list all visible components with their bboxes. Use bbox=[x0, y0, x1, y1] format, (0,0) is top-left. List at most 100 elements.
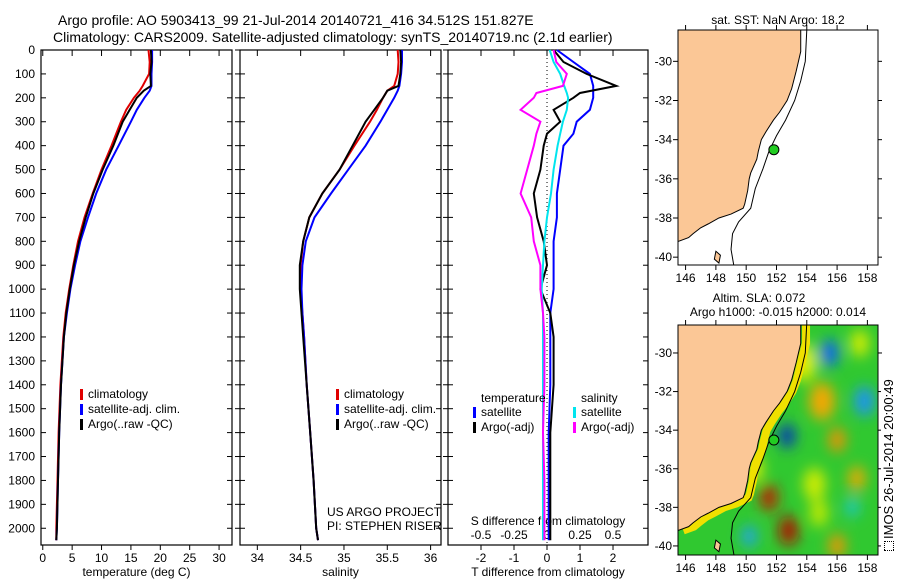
x-axis-label: temperature (deg C) bbox=[82, 565, 190, 579]
lon-tick-label: 158 bbox=[857, 561, 877, 575]
map-sla-map: 146 148 150 152 154 156 158 -30 -32 -34 -36 -38 -40 A… bbox=[655, 291, 882, 575]
x-tick-label: 1 bbox=[577, 551, 584, 565]
y-tick-label: 500 bbox=[15, 163, 35, 177]
legend-label: satellite-adj. clim. bbox=[88, 402, 180, 416]
y-tick-label: 1800 bbox=[8, 473, 35, 487]
legend-swatch bbox=[573, 407, 576, 418]
argo-float-marker bbox=[768, 144, 780, 156]
lat-tick-label: -40 bbox=[655, 539, 673, 553]
plot-frame bbox=[447, 49, 649, 546]
map-sst-map: 146 148 150 152 154 156 158 -30 -32 -34 -36 -38 -40 s… bbox=[655, 13, 882, 285]
y-tick-label: 1000 bbox=[8, 282, 35, 296]
y-tick-label: 2000 bbox=[8, 521, 35, 535]
x-tick-label: 25 bbox=[183, 551, 197, 565]
lat-tick-label: -34 bbox=[655, 423, 673, 437]
y-tick-label: 100 bbox=[15, 67, 35, 81]
legend-label: satellite bbox=[481, 405, 522, 419]
y-tick-label: 1400 bbox=[8, 378, 35, 392]
x-axis-label: T difference from climatology bbox=[471, 565, 625, 579]
sla-anomaly-blob bbox=[741, 525, 757, 548]
x-tick-label: 34.5 bbox=[289, 551, 313, 565]
x-tick-label: 35.5 bbox=[376, 551, 400, 565]
sla-anomaly-blob bbox=[759, 484, 779, 512]
lon-tick-label: 150 bbox=[736, 271, 756, 285]
sla-anomaly-blob bbox=[828, 533, 846, 555]
legend-swatch bbox=[80, 389, 83, 400]
sla-anomaly-blob bbox=[778, 515, 799, 546]
y-tick-label: 1200 bbox=[8, 330, 35, 344]
legend-swatch bbox=[80, 419, 83, 430]
lat-tick-label: -38 bbox=[655, 500, 673, 514]
lat-tick-label: -36 bbox=[655, 462, 673, 476]
series-line-s-argo-adj- bbox=[518, 49, 568, 541]
series-line-argo-raw-qc- bbox=[55, 49, 153, 541]
x-tick-label: -2 bbox=[476, 551, 487, 565]
panel-salinity: 34 34.5 35 35.5 36 salinity climatologysatelli… bbox=[235, 49, 442, 579]
s-tick-label: -0.5 bbox=[471, 528, 492, 542]
imos-logo-icon bbox=[884, 541, 894, 551]
map-frame bbox=[677, 324, 879, 556]
legend-swatch bbox=[80, 404, 83, 415]
sla-anomaly-blob bbox=[850, 329, 869, 357]
x-tick-label: 0 bbox=[39, 551, 46, 565]
lat-tick-label: -40 bbox=[655, 250, 673, 264]
x-tick-label: 2 bbox=[610, 551, 617, 565]
legend-swatch bbox=[336, 389, 339, 400]
legend-label: climatology bbox=[88, 387, 148, 401]
lon-tick-label: 150 bbox=[736, 561, 756, 575]
x-tick-label: 10 bbox=[95, 551, 109, 565]
lat-tick-label: -36 bbox=[655, 172, 673, 186]
y-tick-label: 600 bbox=[15, 186, 35, 200]
sla-anomaly-blob bbox=[809, 499, 829, 527]
sla-anomaly-blob bbox=[809, 382, 835, 421]
legend-header-salinity: salinity bbox=[581, 391, 618, 405]
island-flinders bbox=[713, 539, 721, 553]
imos-credit: IMOS 26-Jul-2014 20:00:49 bbox=[881, 379, 896, 551]
x-tick-label: 36 bbox=[424, 551, 438, 565]
sla-anomaly-blob bbox=[845, 497, 859, 517]
y-tick-label: 300 bbox=[15, 115, 35, 129]
land-australia bbox=[678, 325, 802, 531]
lat-tick-label: -30 bbox=[655, 346, 673, 360]
y-tick-label: 800 bbox=[15, 234, 35, 248]
legend-swatch bbox=[336, 419, 339, 430]
s-tick-label: -0.25 bbox=[500, 528, 528, 542]
coastal-band bbox=[681, 325, 811, 535]
lon-tick-label: 146 bbox=[676, 271, 696, 285]
sla-anomaly-blob bbox=[820, 339, 839, 367]
s-tick-label: 0.5 bbox=[605, 528, 622, 542]
x-axis-label: salinity bbox=[322, 565, 359, 579]
panel-difference: -2 -1 0 1 2T difference from climatology -0.5… bbox=[443, 49, 649, 579]
y-tick-label: 700 bbox=[15, 210, 35, 224]
sla-anomaly-blob bbox=[828, 427, 846, 453]
land-australia bbox=[678, 30, 802, 242]
legend-label: satellite bbox=[581, 405, 622, 419]
series-line-t-argo-adj- bbox=[532, 49, 620, 541]
annotation-pi: PI: STEPHEN RISER bbox=[327, 519, 442, 533]
lat-tick-label: -38 bbox=[655, 211, 673, 225]
legend-swatch bbox=[473, 422, 476, 433]
island-flinders bbox=[713, 250, 721, 264]
sla-anomaly-blob bbox=[803, 467, 826, 501]
annotation-project: US ARGO PROJECT bbox=[327, 505, 442, 519]
y-tick-label: 400 bbox=[15, 139, 35, 153]
x-tick-label: 34 bbox=[251, 551, 265, 565]
isobath-line bbox=[730, 325, 808, 555]
lon-tick-label: 148 bbox=[706, 271, 726, 285]
series-line-argo-raw-qc- bbox=[298, 49, 403, 541]
map-title: sat. SST: NaN Argo: 18.2 bbox=[711, 13, 845, 27]
legend-label: satellite-adj. clim. bbox=[344, 402, 436, 416]
x-tick-label: 35 bbox=[337, 551, 351, 565]
legend-label: Argo(-adj) bbox=[481, 420, 534, 434]
series-line-satellite-adj-clim- bbox=[55, 50, 154, 541]
isobath-line bbox=[730, 30, 808, 265]
legend-swatch bbox=[336, 404, 339, 415]
map-frame bbox=[677, 29, 879, 266]
legend-label: Argo(-adj) bbox=[581, 420, 634, 434]
title-line-2: Climatology: CARS2009. Satellite-adjuste… bbox=[53, 29, 613, 45]
lon-tick-label: 152 bbox=[766, 271, 786, 285]
y-tick-label: 1900 bbox=[8, 497, 35, 511]
legend-swatch bbox=[573, 422, 576, 433]
